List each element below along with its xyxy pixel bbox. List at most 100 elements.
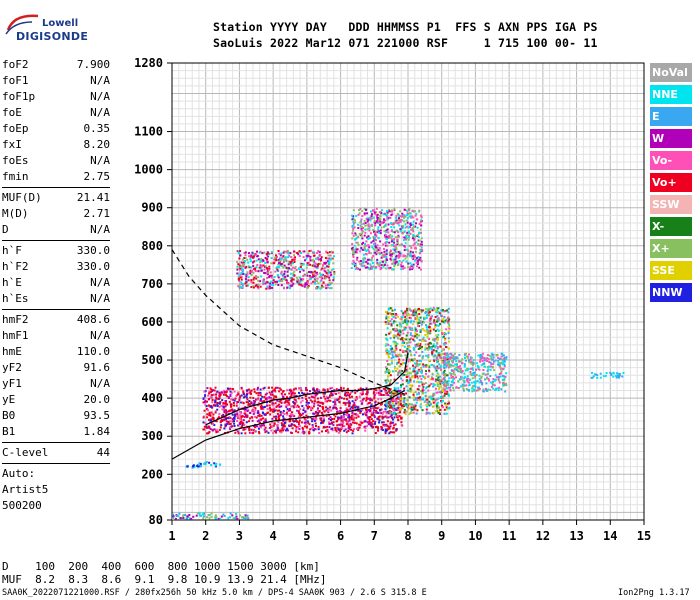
- echo-point: [343, 429, 346, 432]
- echo-point: [396, 382, 399, 385]
- legend-item-nne: NNE: [650, 85, 692, 104]
- echo-point: [343, 397, 346, 400]
- echo-point: [423, 401, 426, 404]
- echo-point: [484, 378, 486, 381]
- echo-point: [485, 382, 488, 385]
- echo-point: [243, 412, 246, 415]
- x-tick-label: 13: [569, 529, 583, 543]
- echo-point: [396, 241, 399, 244]
- echo-point: [392, 239, 395, 242]
- echo-point: [292, 266, 295, 269]
- echo-point: [314, 394, 317, 397]
- echo-point: [262, 417, 265, 420]
- echo-point: [310, 408, 312, 411]
- echo-point: [415, 250, 417, 253]
- echo-point: [236, 402, 238, 405]
- echo-point: [400, 354, 403, 357]
- echo-point: [384, 379, 387, 382]
- echo-point: [385, 253, 388, 256]
- echo-point: [385, 394, 388, 396]
- echo-point: [327, 283, 330, 286]
- echo-point: [366, 389, 369, 392]
- echo-point: [318, 432, 321, 434]
- echo-point: [331, 251, 334, 254]
- echo-point: [418, 397, 421, 400]
- echo-point: [464, 376, 467, 379]
- echo-point: [329, 271, 332, 274]
- echo-point: [371, 423, 374, 426]
- echo-point: [278, 387, 281, 390]
- echo-point: [501, 379, 504, 381]
- echo-point: [406, 234, 409, 236]
- echo-point: [289, 272, 292, 275]
- echo-point: [337, 431, 340, 434]
- echo-point: [391, 393, 393, 396]
- echo-point: [363, 245, 366, 248]
- echo-point: [272, 389, 275, 392]
- param-value: N/A: [90, 292, 110, 305]
- echo-point: [396, 374, 399, 377]
- echo-point: [397, 371, 399, 374]
- echo-point: [392, 399, 395, 402]
- echo-point: [213, 424, 216, 426]
- panel-divider: [2, 309, 110, 310]
- echo-point: [328, 251, 331, 254]
- echo-point: [440, 309, 443, 312]
- echo-point: [437, 379, 440, 382]
- echo-point: [411, 408, 414, 411]
- echo-point: [429, 307, 432, 310]
- echo-point: [343, 418, 346, 421]
- echo-point: [366, 262, 369, 265]
- echo-point: [197, 465, 200, 468]
- echo-point: [360, 228, 363, 231]
- echo-point: [210, 419, 212, 422]
- echo-point: [408, 380, 411, 383]
- echo-point: [289, 415, 292, 418]
- echo-point: [289, 252, 292, 255]
- echo-point: [387, 412, 390, 415]
- echo-point: [244, 257, 247, 260]
- echo-point: [590, 376, 593, 379]
- echo-point: [325, 287, 328, 290]
- echo-point: [418, 338, 421, 341]
- echo-point: [442, 397, 445, 400]
- echo-point: [416, 263, 419, 266]
- echo-point: [257, 287, 260, 290]
- echo-point: [351, 243, 354, 246]
- echo-point: [443, 348, 445, 351]
- echo-point: [286, 275, 289, 277]
- echo-point: [268, 276, 271, 279]
- echo-point: [369, 219, 372, 222]
- echo-point: [303, 431, 306, 434]
- echo-point: [232, 517, 235, 520]
- echo-point: [386, 387, 389, 390]
- echo-point: [277, 260, 280, 263]
- echo-point: [422, 355, 425, 358]
- echo-point: [422, 391, 425, 394]
- echo-point: [290, 256, 293, 258]
- echo-point: [307, 421, 310, 424]
- echo-point: [445, 318, 448, 321]
- echo-point: [459, 385, 462, 388]
- echo-point: [216, 403, 219, 406]
- echo-point: [248, 392, 251, 395]
- echo-point: [400, 325, 403, 328]
- param-row: hmF2 408.6: [2, 312, 110, 328]
- echo-point: [239, 267, 242, 270]
- echo-point: [364, 266, 367, 269]
- echo-point: [299, 265, 302, 268]
- echo-point: [378, 389, 381, 392]
- echo-point: [477, 367, 480, 370]
- echo-point: [436, 385, 439, 388]
- echo-point: [247, 261, 250, 264]
- echo-point: [373, 388, 376, 391]
- echo-point: [330, 269, 333, 272]
- echo-point: [405, 410, 408, 413]
- echo-point: [486, 389, 489, 392]
- echo-point: [415, 396, 418, 399]
- echo-point: [447, 393, 450, 396]
- echo-point: [462, 387, 465, 390]
- echo-point: [391, 238, 393, 241]
- echo-point: [313, 275, 316, 278]
- echo-point: [261, 424, 263, 427]
